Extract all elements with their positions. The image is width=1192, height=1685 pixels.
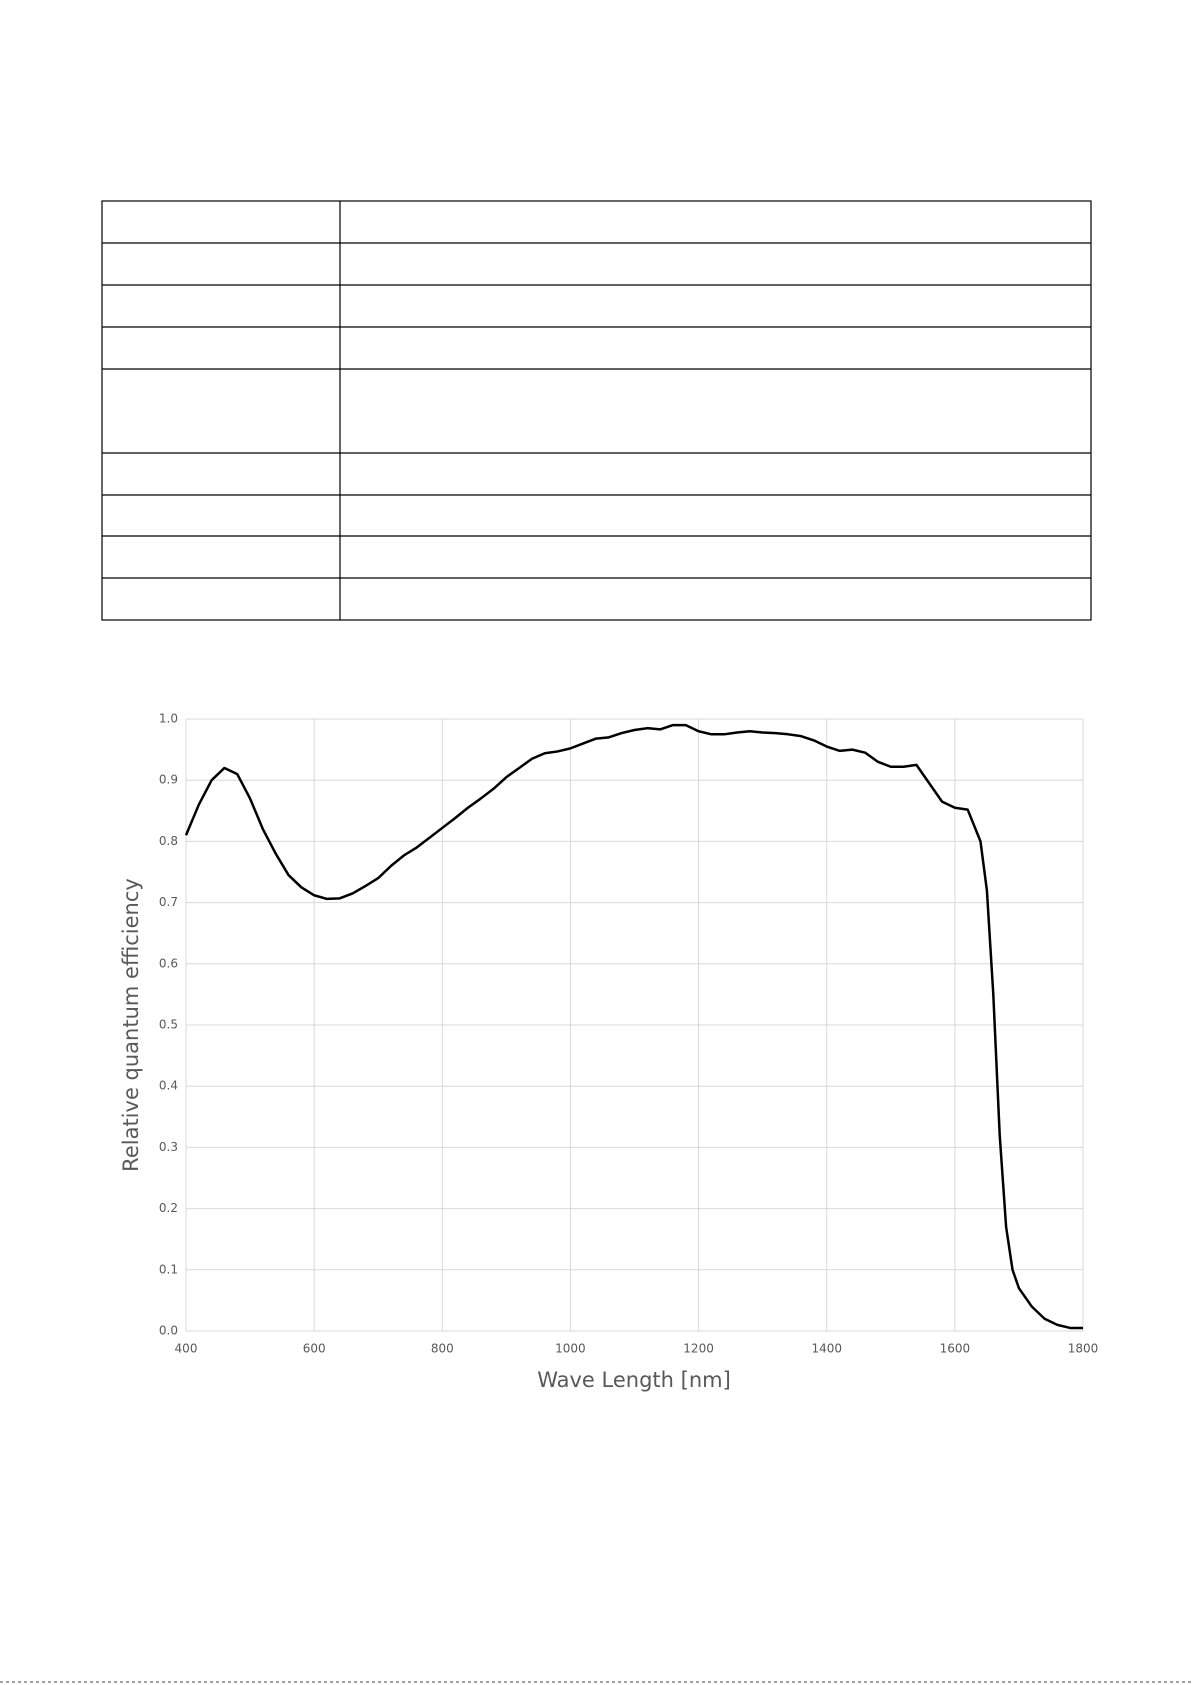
y-tick-label: 0.7 — [159, 895, 178, 909]
y-tick-label: 0.2 — [159, 1201, 178, 1215]
x-tick-label: 1800 — [1068, 1342, 1099, 1356]
data-line — [184, 723, 1083, 1330]
x-tick-label: 1600 — [940, 1342, 971, 1356]
empty-table — [101, 200, 1092, 621]
chart: Wave Length [nm] Relative quantum effici… — [119, 712, 1098, 1393]
y-tick-label: 0.8 — [159, 834, 178, 848]
x-tick-label: 1200 — [683, 1342, 714, 1356]
x-tick-label: 600 — [303, 1342, 326, 1356]
y-axis-title: Relative quantum efficiency — [119, 878, 143, 1172]
y-tick-label: 0.3 — [159, 1140, 178, 1154]
y-tick-label: 0.0 — [159, 1324, 178, 1338]
x-tick-label: 800 — [431, 1342, 454, 1356]
y-tick-label: 1.0 — [159, 712, 178, 726]
y-tick-label: 0.1 — [159, 1262, 178, 1276]
y-tick-label: 0.4 — [159, 1079, 178, 1093]
y-tick-label: 0.6 — [159, 956, 178, 970]
table-border — [101, 200, 1092, 621]
x-tick-label: 400 — [175, 1342, 198, 1356]
y-tick-label: 0.9 — [159, 773, 178, 787]
x-axis-title: Wave Length [nm] — [537, 1368, 731, 1392]
x-tick-label: 1000 — [555, 1342, 586, 1356]
x-tick-label: 1400 — [811, 1342, 842, 1356]
y-tick-label: 0.5 — [159, 1018, 178, 1032]
